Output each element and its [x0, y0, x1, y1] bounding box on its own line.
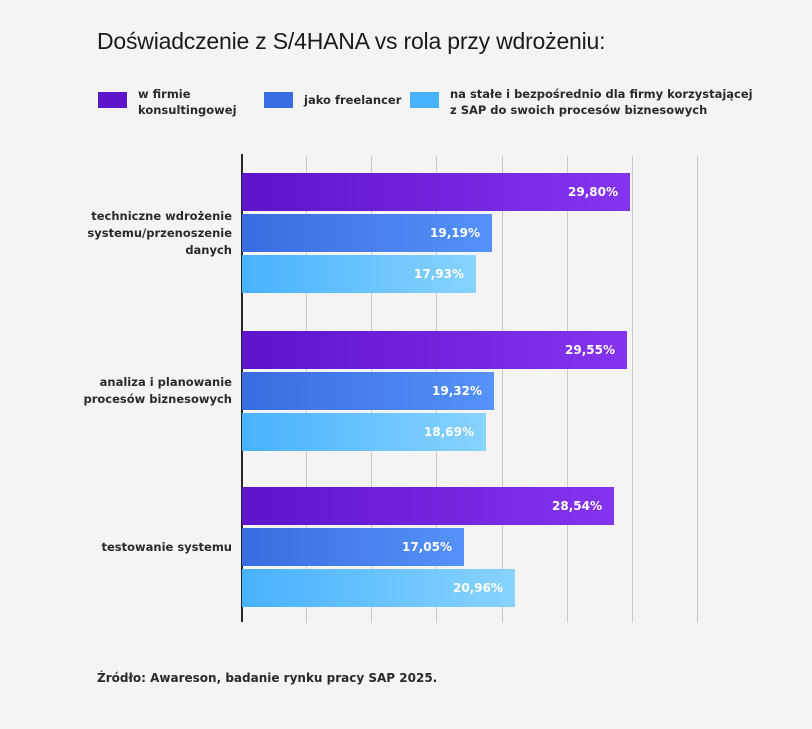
- bar-value-label: 19,32%: [432, 384, 482, 398]
- legend-item-consulting: w firmie konsultingowej: [98, 86, 237, 118]
- gridline: [502, 156, 503, 623]
- chart-title: Doświadczenie z S/4HANA vs rola przy wdr…: [97, 28, 606, 54]
- gridline: [632, 156, 633, 623]
- gridline: [567, 156, 568, 623]
- legend-label-line: na stałe i bezpośrednio dla firmy korzys…: [450, 87, 753, 101]
- category-label: analiza i planowanie procesów biznesowych: [72, 374, 232, 408]
- bar-value-label: 18,69%: [424, 425, 474, 439]
- bar-value-label: 19,19%: [430, 226, 480, 240]
- bar: 18,69%: [242, 413, 486, 451]
- bar: 19,32%: [242, 372, 494, 410]
- legend-label-line: z SAP do swoich procesów biznesowych: [450, 103, 708, 117]
- category-label-line: procesów biznesowych: [83, 392, 232, 406]
- legend-swatch-inhouse: [410, 92, 439, 108]
- legend-swatch-freelancer: [264, 92, 293, 108]
- category-label-line: danych: [185, 243, 232, 257]
- category-label: techniczne wdrożenie systemu/przenoszenie…: [72, 208, 232, 259]
- bar-value-label: 28,54%: [552, 499, 602, 513]
- bar: 20,96%: [242, 569, 515, 607]
- legend-label-line: konsultingowej: [138, 103, 237, 117]
- legend-label-line: jako freelancer: [304, 93, 402, 107]
- category-label-line: techniczne wdrożenie: [91, 209, 232, 223]
- bar: 28,54%: [242, 487, 614, 525]
- legend-item-freelancer: jako freelancer: [264, 86, 401, 108]
- source-note: Źródło: Awareson, badanie rynku pracy SA…: [97, 671, 438, 685]
- category-label-line: analiza i planowanie: [99, 375, 232, 389]
- category-label: testowanie systemu: [72, 539, 232, 556]
- bar: 29,80%: [242, 173, 630, 211]
- legend-swatch-consulting: [98, 92, 127, 108]
- category-label-line: systemu/przenoszenie: [87, 226, 232, 240]
- legend-label-line: w firmie: [138, 87, 191, 101]
- bar-value-label: 17,05%: [402, 540, 452, 554]
- bar: 17,05%: [242, 528, 464, 566]
- category-label-line: testowanie systemu: [101, 540, 232, 554]
- bar-value-label: 17,93%: [414, 267, 464, 281]
- bar: 29,55%: [242, 331, 627, 369]
- bar-value-label: 20,96%: [453, 581, 503, 595]
- bar-value-label: 29,80%: [568, 185, 618, 199]
- legend-label-freelancer: jako freelancer: [304, 92, 401, 108]
- gridline: [697, 156, 698, 623]
- legend-label-consulting: w firmie konsultingowej: [138, 86, 237, 118]
- bar: 19,19%: [242, 214, 492, 252]
- legend-item-inhouse: na stałe i bezpośrednio dla firmy korzys…: [410, 86, 753, 118]
- bar: 17,93%: [242, 255, 476, 293]
- legend-label-inhouse: na stałe i bezpośrednio dla firmy korzys…: [450, 86, 753, 118]
- bar-value-label: 29,55%: [565, 343, 615, 357]
